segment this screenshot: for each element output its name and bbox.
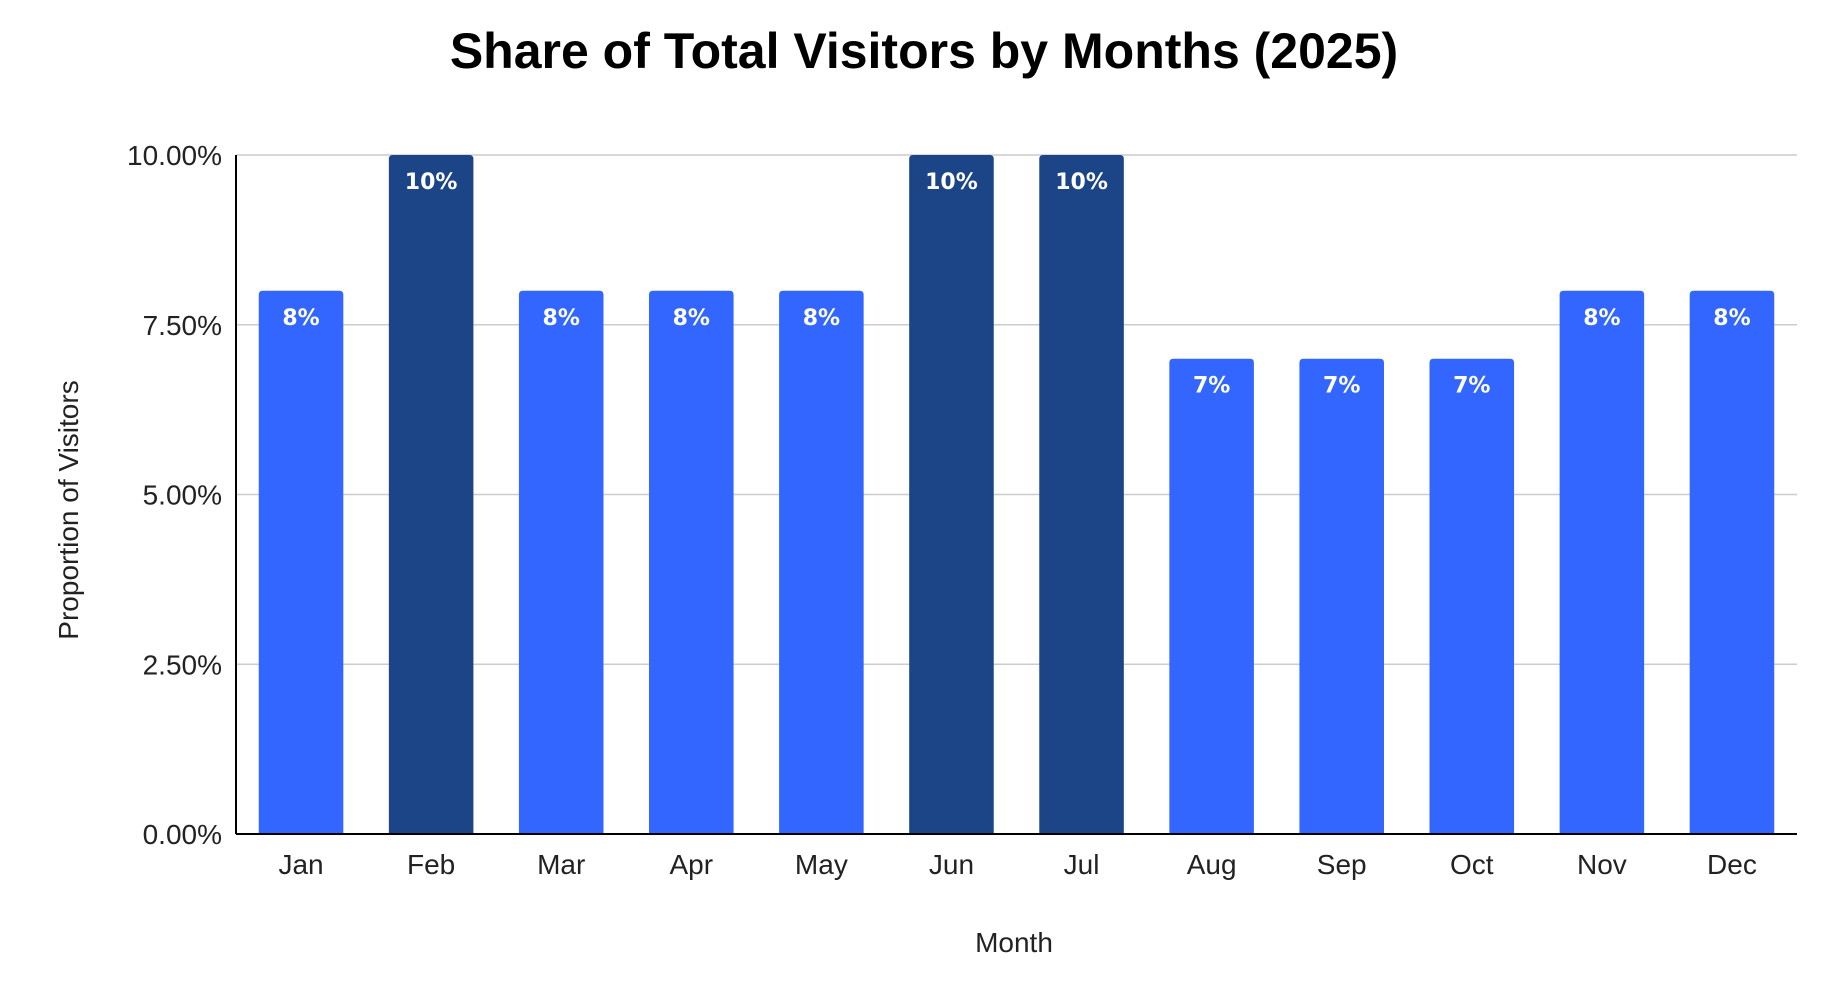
gridlines [236, 154, 1797, 665]
bar [909, 155, 994, 834]
bar-data-label: 10% [405, 170, 458, 195]
x-tick-label: Nov [1577, 849, 1627, 880]
bar [518, 290, 604, 834]
bar-data-label: 7% [1193, 374, 1230, 399]
bar-data-label: 8% [1713, 306, 1750, 331]
bar [388, 155, 474, 834]
x-tick-label: Sep [1317, 849, 1367, 880]
bar-data-label: 8% [543, 306, 580, 331]
y-tick-label: 10.00% [127, 140, 222, 171]
y-axis-label: Proportion of Visitors [53, 380, 84, 639]
x-tick-label: Oct [1450, 849, 1494, 880]
x-tick-label: Dec [1707, 849, 1757, 880]
bar [258, 290, 344, 834]
y-tick-label: 7.50% [143, 310, 222, 341]
x-axis-label: Month [975, 927, 1053, 958]
x-tick-label: Apr [670, 849, 714, 880]
bar [1689, 290, 1775, 834]
y-tick-label: 2.50% [143, 649, 222, 680]
x-axis-ticks: Jan Feb Mar Apr May Jun Jul Aug Sep Oct Nov Dec [278, 849, 1756, 880]
x-tick-label: May [795, 849, 848, 880]
bar-data-label: 10% [1055, 170, 1108, 195]
bar-data-label: 8% [282, 306, 319, 331]
y-tick-label: 0.00% [143, 819, 222, 850]
chart-title: Share of Total Visitors by Months (2025) [450, 23, 1398, 79]
x-tick-label: Jan [278, 849, 323, 880]
bar [1299, 358, 1384, 834]
y-axis-ticks: 0.00% 2.50% 5.00% 7.50% 10.00% [127, 140, 222, 850]
x-tick-label: Feb [407, 849, 455, 880]
x-tick-label: Jul [1064, 849, 1100, 880]
x-tick-label: Aug [1187, 849, 1237, 880]
bar-data-labels: 8% 10% 8% 8% 8% 10% 10% 7% 7% 7% 8% 8% [282, 170, 1750, 399]
bar [779, 290, 864, 834]
bar-data-label: 7% [1323, 374, 1360, 399]
x-tick-label: Mar [537, 849, 585, 880]
bar [1169, 358, 1254, 834]
bar-data-label: 8% [1583, 306, 1620, 331]
bar-data-label: 8% [673, 306, 710, 331]
bar [649, 290, 734, 834]
bar-data-label: 10% [925, 170, 978, 195]
y-tick-label: 5.00% [143, 480, 222, 511]
bar [1559, 290, 1645, 834]
bar-data-label: 7% [1453, 374, 1490, 399]
bar-data-label: 8% [803, 306, 840, 331]
bar [1039, 155, 1124, 834]
x-tick-label: Jun [929, 849, 974, 880]
bar [1429, 358, 1515, 834]
bars [258, 155, 1775, 834]
